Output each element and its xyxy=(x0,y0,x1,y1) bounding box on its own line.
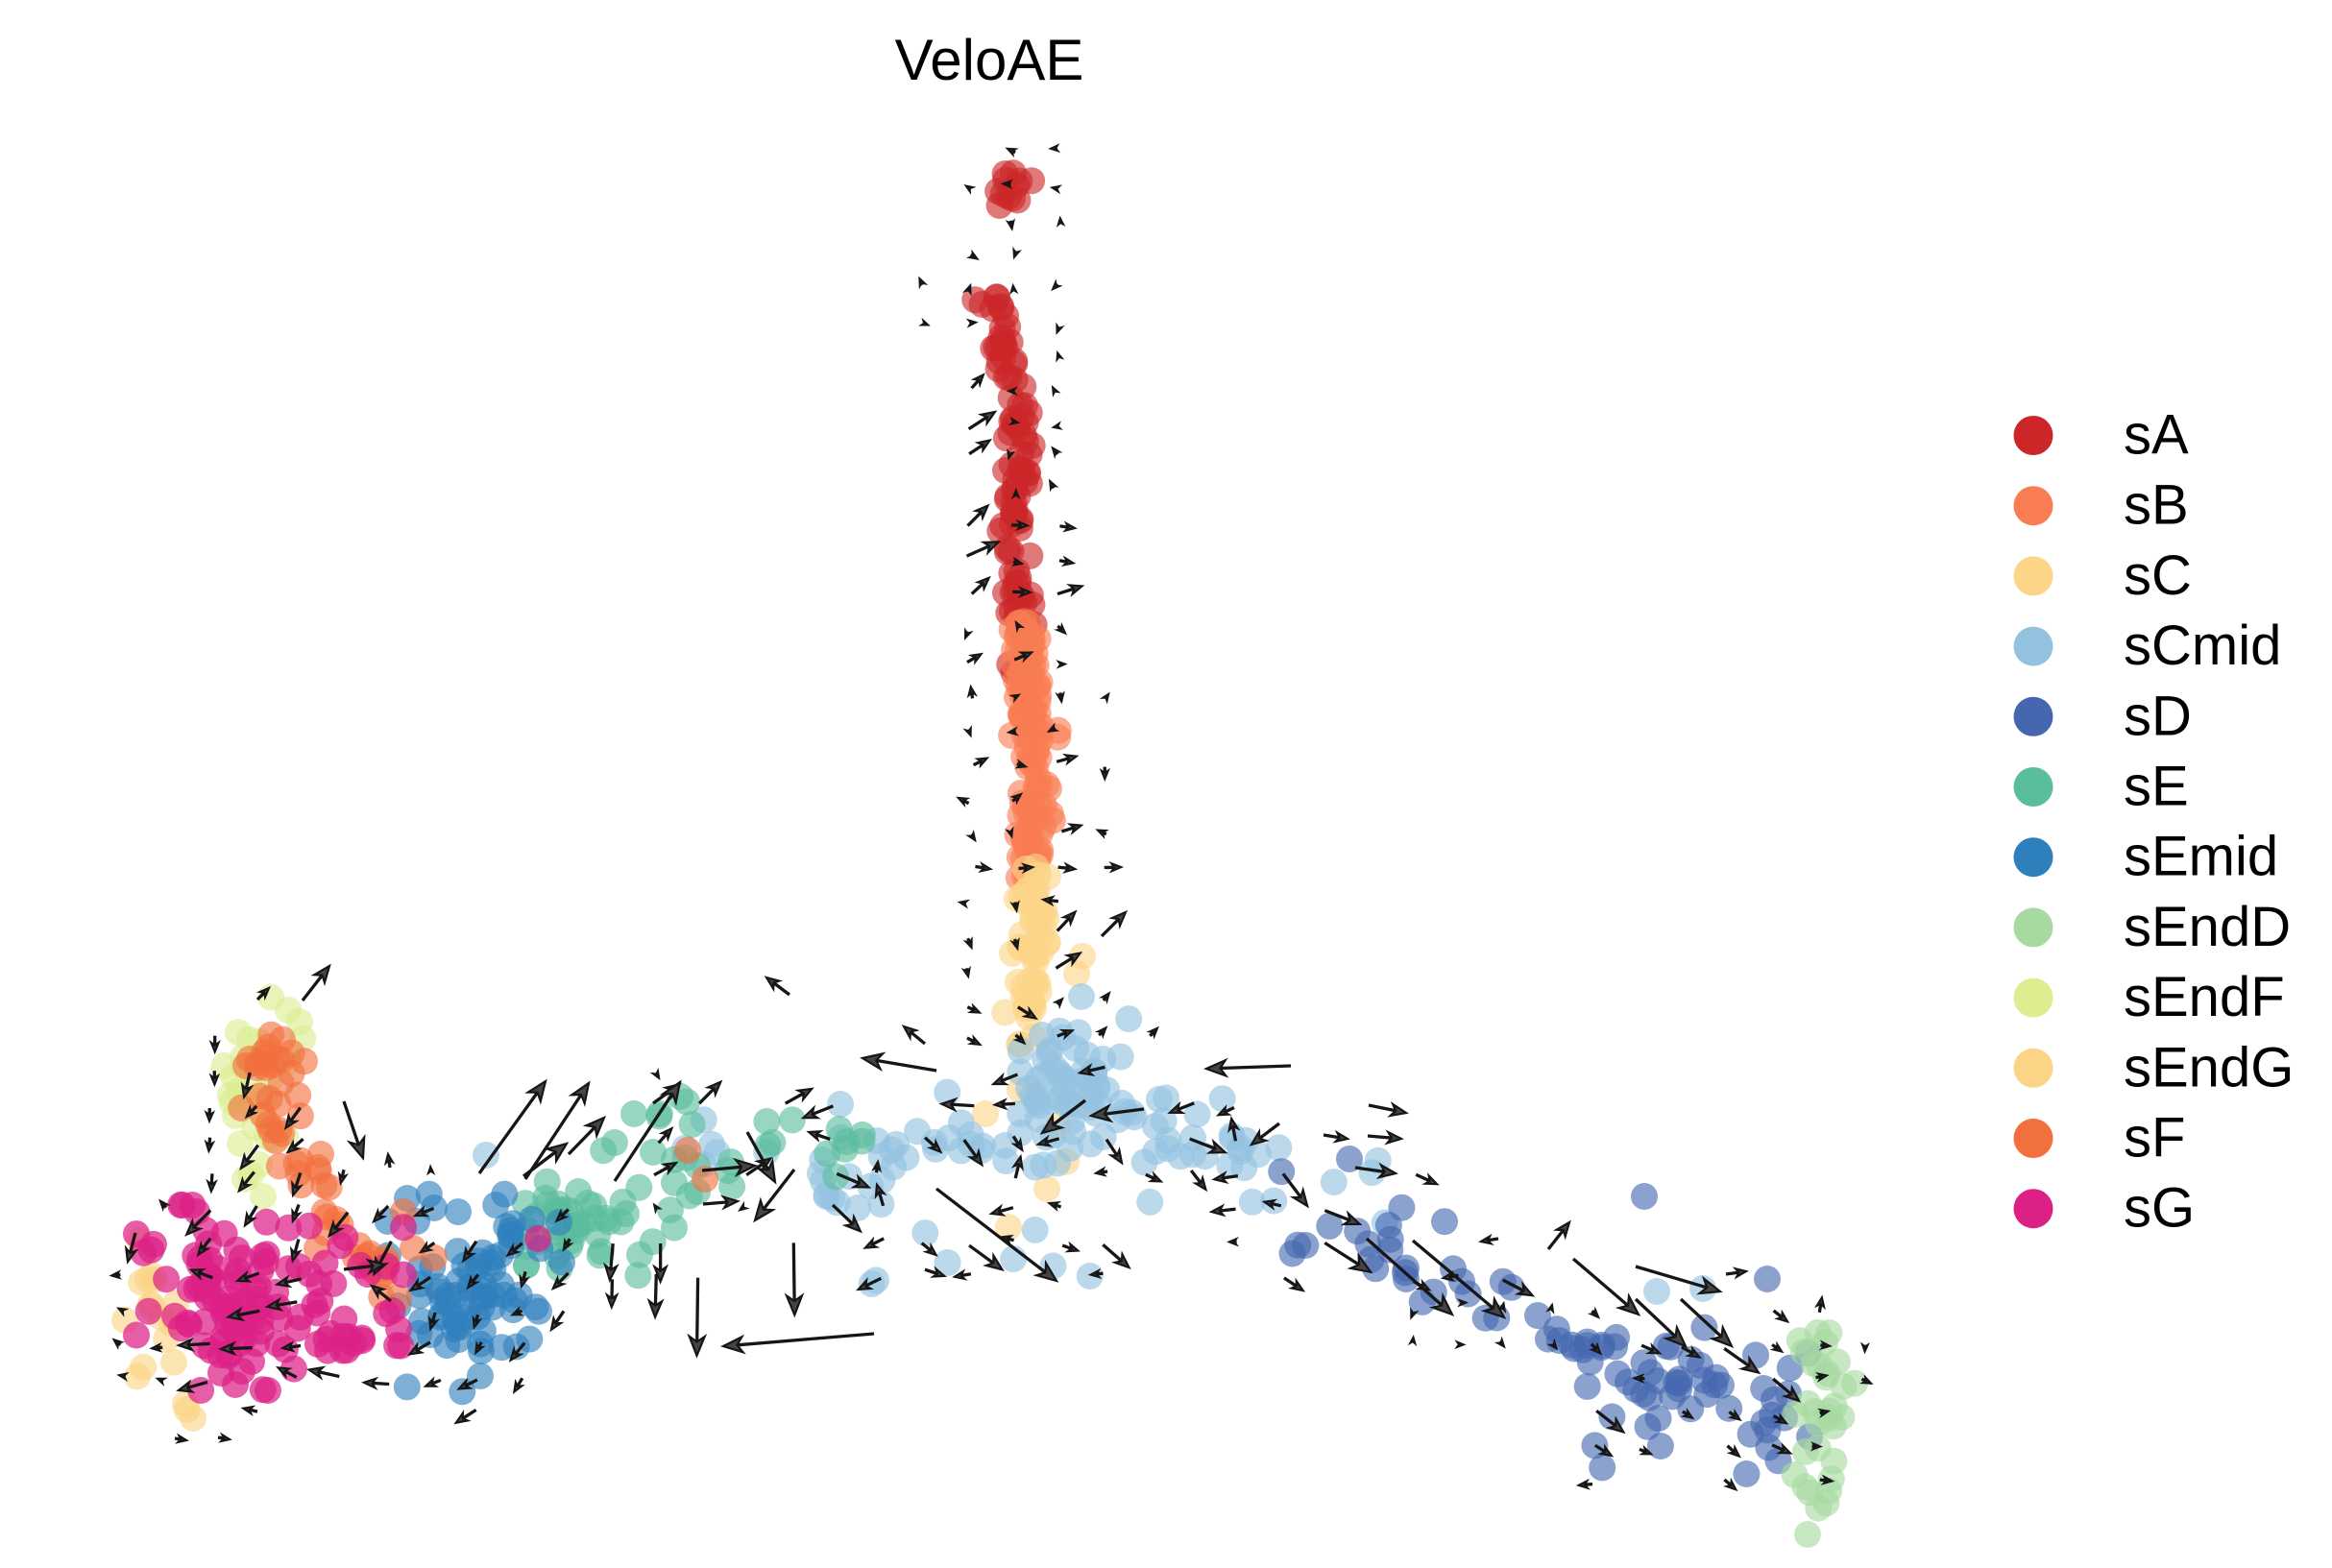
svg-text:sEndG: sEndG xyxy=(2124,1036,2294,1098)
svg-text:sD: sD xyxy=(2124,685,2192,747)
svg-text:sC: sC xyxy=(2124,544,2192,607)
svg-text:sE: sE xyxy=(2124,756,2189,818)
svg-text:sEndD: sEndD xyxy=(2124,896,2291,958)
svg-text:sEndF: sEndF xyxy=(2124,966,2285,1028)
svg-text:sB: sB xyxy=(2124,474,2189,537)
svg-text:sEmid: sEmid xyxy=(2124,826,2278,888)
svg-text:sCmid: sCmid xyxy=(2124,615,2281,677)
svg-text:sA: sA xyxy=(2124,404,2189,467)
svg-text:VeloAE: VeloAE xyxy=(895,28,1084,92)
svg-text:sF: sF xyxy=(2124,1107,2185,1170)
svg-text:sG: sG xyxy=(2124,1177,2195,1240)
